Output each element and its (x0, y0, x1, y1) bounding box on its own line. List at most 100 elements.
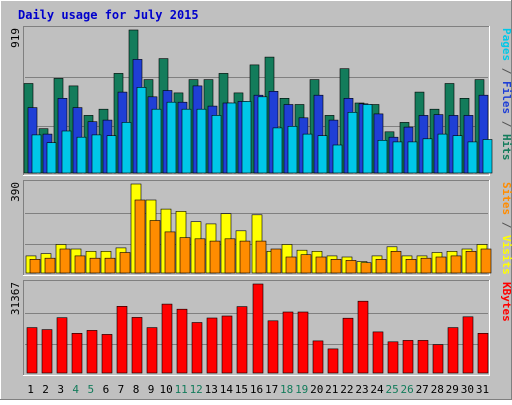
panel-axis-label: Sites / Visits (500, 182, 512, 275)
bar-sites-1 (29, 258, 41, 274)
bar-pages-25 (392, 141, 403, 174)
x-tick-label: 31 (476, 383, 489, 396)
bar-kbytes-9 (146, 327, 158, 374)
bar-sites-28 (435, 256, 447, 274)
bar-kbytes-27 (417, 340, 429, 374)
bar-pages-24 (377, 140, 388, 174)
bar-pages-13 (211, 115, 222, 174)
bar-kbytes-25 (387, 341, 399, 374)
bar-sites-29 (450, 255, 462, 274)
x-tick-label: 5 (87, 383, 94, 396)
bar-sites-9 (149, 220, 161, 274)
bar-pages-3 (61, 130, 72, 174)
bar-sites-13 (209, 240, 221, 274)
bar-pages-5 (91, 134, 102, 174)
bar-kbytes-15 (236, 306, 248, 374)
bar-kbytes-10 (161, 303, 173, 374)
bar-sites-21 (330, 258, 342, 274)
bar-sites-3 (59, 248, 71, 274)
bar-kbytes-7 (116, 305, 128, 374)
bar-pages-14 (226, 102, 237, 174)
bar-kbytes-22 (342, 317, 354, 374)
x-tick-label: 19 (295, 383, 308, 396)
x-tick-label: 14 (220, 383, 234, 396)
axis-label-part: Files (500, 81, 512, 114)
bar-kbytes-20 (312, 340, 324, 374)
x-tick-label: 12 (190, 383, 203, 396)
axis-label-part: Sites (500, 182, 512, 215)
x-tick-label: 9 (148, 383, 155, 396)
bar-pages-15 (241, 101, 252, 174)
x-tick-label: 16 (250, 383, 263, 396)
bar-kbytes-6 (101, 334, 113, 374)
chart-title: Daily usage for July 2015 (18, 8, 199, 22)
bar-pages-26 (407, 141, 418, 174)
bar-kbytes-24 (372, 331, 384, 374)
axis-label-part: Pages (500, 28, 512, 61)
bar-sites-6 (104, 257, 116, 274)
x-tick-label: 17 (265, 383, 278, 396)
bar-pages-31 (482, 139, 493, 174)
bar-pages-18 (287, 126, 298, 174)
x-tick-label: 6 (103, 383, 110, 396)
bar-pages-12 (196, 108, 207, 174)
bar-pages-7 (121, 122, 132, 174)
bar-pages-29 (452, 135, 463, 174)
bar-pages-8 (136, 87, 147, 174)
bar-sites-25 (390, 251, 402, 274)
bar-kbytes-12 (191, 322, 203, 374)
bar-kbytes-23 (357, 300, 369, 374)
x-tick-label: 28 (431, 383, 444, 396)
bar-sites-12 (194, 238, 206, 274)
bar-kbytes-17 (267, 320, 279, 374)
bar-pages-27 (422, 138, 433, 174)
x-tick-label: 13 (205, 383, 218, 396)
bar-sites-19 (300, 254, 312, 274)
bar-pages-2 (46, 142, 57, 174)
bar-kbytes-28 (432, 344, 444, 374)
bar-sites-11 (179, 237, 191, 274)
bar-sites-4 (74, 255, 86, 274)
bar-sites-22 (345, 260, 357, 274)
bar-pages-20 (317, 135, 328, 174)
bar-kbytes-26 (402, 340, 414, 374)
x-tick-label: 20 (310, 383, 323, 396)
bar-sites-30 (465, 251, 477, 274)
bar-sites-16 (255, 240, 267, 274)
bar-pages-19 (302, 133, 313, 174)
x-tick-label: 10 (159, 383, 172, 396)
bar-pages-4 (76, 136, 87, 174)
x-tick-label: 21 (325, 383, 338, 396)
series-pages (31, 87, 493, 174)
bar-sites-18 (285, 256, 297, 274)
bar-sites-5 (89, 257, 101, 274)
bar-pages-9 (151, 108, 162, 174)
bar-sites-27 (420, 257, 432, 274)
bar-kbytes-3 (56, 317, 68, 374)
bar-sites-7 (119, 252, 131, 274)
x-tick-label: 26 (400, 383, 413, 396)
bar-pages-28 (437, 133, 448, 174)
panel-max-label: 390 (9, 182, 22, 202)
bar-sites-23 (360, 262, 372, 274)
panel-axis-label: Pages / Files / Hits (500, 28, 512, 161)
axis-label-part: Hits (500, 134, 512, 161)
x-tick-label: 4 (72, 383, 79, 396)
x-tick-label: 24 (370, 383, 384, 396)
x-tick-label: 18 (280, 383, 293, 396)
bar-kbytes-13 (206, 317, 218, 374)
x-axis-tick-labels: 1 2 3 4 5 6 7 8 9 10 11 12 13 14 15 16 17 18 19 20 21 22 23 24 2… (27, 383, 489, 396)
bar-kbytes-18 (282, 311, 294, 374)
bar-kbytes-30 (462, 316, 474, 374)
x-tick-label: 2 (42, 383, 49, 396)
x-tick-label: 23 (355, 383, 368, 396)
bar-pages-16 (257, 96, 268, 174)
axis-label-part: KBytes (500, 282, 512, 322)
bar-sites-17 (270, 248, 282, 274)
bar-kbytes-29 (447, 327, 459, 374)
bar-pages-21 (332, 144, 343, 174)
axis-label-part: / (500, 215, 512, 235)
panel-max-label: 31367 (9, 282, 22, 315)
